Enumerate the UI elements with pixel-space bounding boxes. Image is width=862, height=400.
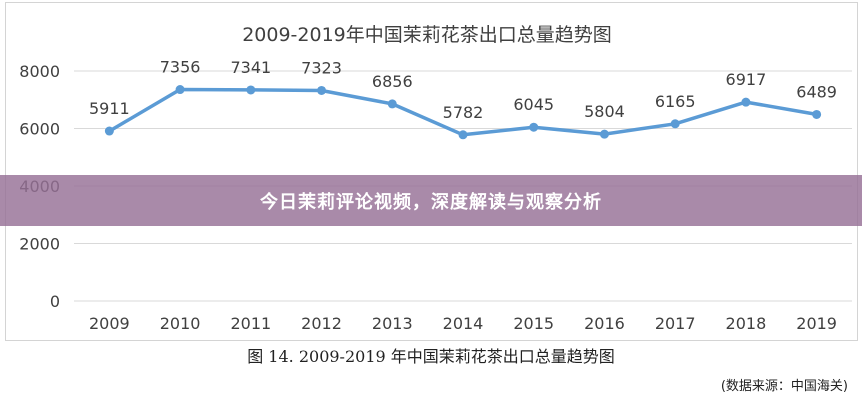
data-point	[246, 85, 256, 95]
data-point	[458, 130, 468, 140]
y-tick-label: 0	[50, 292, 60, 311]
data-point	[317, 85, 327, 95]
data-label: 6045	[513, 95, 554, 114]
data-label: 6917	[726, 70, 767, 89]
data-labels: 5911 7356 7341 7323 6856 5782 6045 5804 6165 6917…	[89, 58, 837, 122]
data-label: 5911	[89, 99, 130, 118]
y-tick-label: 6000	[19, 120, 60, 139]
x-tick-label: 2010	[160, 314, 201, 333]
data-point	[175, 85, 185, 95]
data-label: 7323	[301, 58, 342, 77]
data-point	[599, 129, 609, 139]
source-note: (数据来源：中国海关)	[720, 379, 848, 394]
x-tick-label: 2017	[655, 314, 696, 333]
figure-caption: 图 14. 2009-2019 年中国茉莉花茶出口总量趋势图	[247, 347, 615, 366]
data-point	[104, 126, 114, 136]
y-tick-label: 2000	[19, 235, 60, 254]
chart-panel: 2009-2019年中国茉莉花茶出口总量趋势图 0200040006000800…	[5, 2, 858, 341]
data-label: 6856	[372, 72, 413, 91]
x-axis-ticks: 2009 2010 2011 2012 2013 2014 2015 2016 2017 2018…	[89, 314, 837, 333]
x-tick-label: 2015	[513, 314, 554, 333]
x-tick-label: 2013	[372, 314, 413, 333]
data-label: 6489	[796, 82, 837, 101]
x-tick-label: 2011	[230, 314, 271, 333]
data-points	[104, 85, 822, 140]
data-point	[812, 109, 822, 119]
data-label: 7341	[230, 58, 271, 77]
data-point	[670, 119, 680, 129]
data-point	[529, 122, 539, 132]
data-point	[741, 97, 751, 107]
x-tick-label: 2014	[443, 314, 484, 333]
x-tick-label: 2009	[89, 314, 130, 333]
x-tick-label: 2018	[726, 314, 767, 333]
x-tick-label: 2012	[301, 314, 342, 333]
banner-title: 今日茉莉评论视频，深度解读与观察分析	[260, 191, 602, 213]
x-tick-label: 2019	[796, 314, 837, 333]
x-tick-label: 2016	[584, 314, 625, 333]
data-label: 7356	[160, 58, 201, 77]
line-chart: 2009-2019年中国茉莉花茶出口总量趋势图 0200040006000800…	[19, 24, 852, 333]
data-label: 5804	[584, 102, 625, 121]
data-point	[387, 99, 397, 109]
chart-title: 2009-2019年中国茉莉花茶出口总量趋势图	[242, 24, 612, 46]
data-label: 6165	[655, 92, 696, 111]
data-label: 5782	[443, 103, 484, 122]
overlay-banner: 今日茉莉评论视频，深度解读与观察分析	[0, 175, 862, 226]
y-tick-label: 8000	[19, 62, 60, 81]
